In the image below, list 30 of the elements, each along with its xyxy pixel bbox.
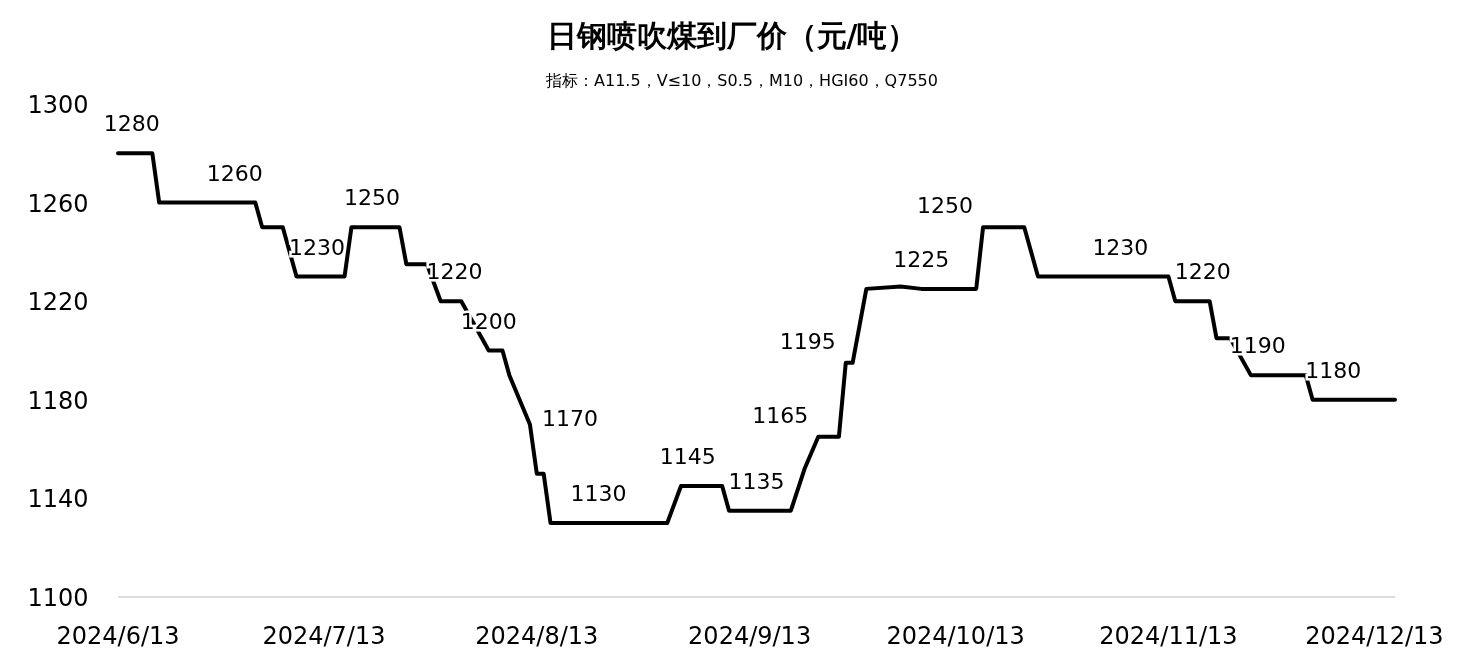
xtick: 2024/12/13 xyxy=(1305,622,1444,650)
label: 1220 xyxy=(1174,259,1231,285)
label: 1250 xyxy=(344,185,401,211)
title: 日钢喷吹煤到厂价（元/吨） xyxy=(546,18,918,53)
label: 1145 xyxy=(659,444,716,470)
label: 1230 xyxy=(1092,234,1149,260)
label: 1225 xyxy=(893,246,950,272)
label: 1165 xyxy=(752,402,809,428)
label: 1230 xyxy=(289,234,346,260)
ytick: 1220 xyxy=(27,288,89,317)
subtitle: 指标：A11.5，V≤10，S0.5，M10，HGI60，Q7550 xyxy=(546,71,938,90)
ytick: 1180 xyxy=(27,386,89,415)
xtick: 2024/6/13 xyxy=(56,622,180,650)
label: 1260 xyxy=(206,160,263,186)
label: 1170 xyxy=(541,406,598,432)
label: 1135 xyxy=(728,468,785,494)
ytick: 1140 xyxy=(27,485,89,514)
label: 1180 xyxy=(1305,357,1362,383)
label: 1250 xyxy=(917,193,974,219)
xtick: 2024/8/13 xyxy=(475,622,599,650)
label: 1280 xyxy=(103,111,160,137)
ytick: 1260 xyxy=(27,189,89,218)
ytick: 1100 xyxy=(27,584,89,612)
xtick: 2024/11/13 xyxy=(1099,622,1238,650)
label: 1130 xyxy=(570,481,627,507)
xtick: 2024/9/13 xyxy=(688,622,812,650)
label: 1195 xyxy=(779,328,836,354)
xtick: 2024/10/13 xyxy=(886,622,1025,650)
xtick: 2024/7/13 xyxy=(262,622,386,650)
ytick: 1300 xyxy=(27,91,89,119)
